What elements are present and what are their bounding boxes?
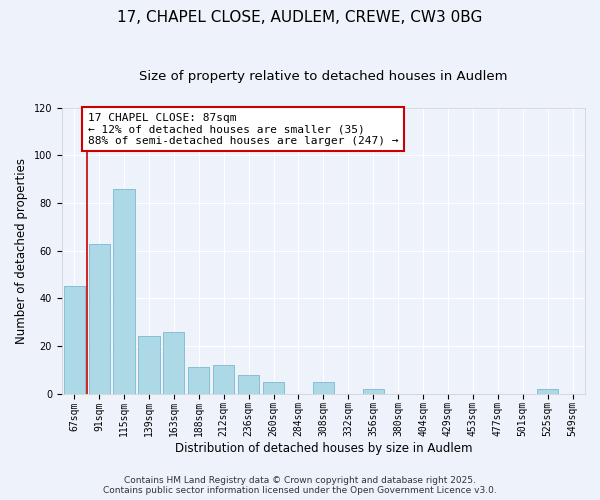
Y-axis label: Number of detached properties: Number of detached properties <box>15 158 28 344</box>
Text: 17 CHAPEL CLOSE: 87sqm
← 12% of detached houses are smaller (35)
88% of semi-det: 17 CHAPEL CLOSE: 87sqm ← 12% of detached… <box>88 112 398 146</box>
Bar <box>537 389 558 394</box>
Bar <box>263 382 284 394</box>
Bar <box>113 188 134 394</box>
Title: Size of property relative to detached houses in Audlem: Size of property relative to detached ho… <box>139 70 508 83</box>
Text: Contains HM Land Registry data © Crown copyright and database right 2025.
Contai: Contains HM Land Registry data © Crown c… <box>103 476 497 495</box>
Bar <box>139 336 160 394</box>
Bar <box>362 389 384 394</box>
Bar <box>89 244 110 394</box>
Bar <box>64 286 85 394</box>
Bar <box>238 374 259 394</box>
Bar <box>313 382 334 394</box>
Bar <box>213 365 235 394</box>
Bar <box>163 332 184 394</box>
Text: 17, CHAPEL CLOSE, AUDLEM, CREWE, CW3 0BG: 17, CHAPEL CLOSE, AUDLEM, CREWE, CW3 0BG <box>118 10 482 25</box>
Bar <box>188 368 209 394</box>
X-axis label: Distribution of detached houses by size in Audlem: Distribution of detached houses by size … <box>175 442 472 455</box>
